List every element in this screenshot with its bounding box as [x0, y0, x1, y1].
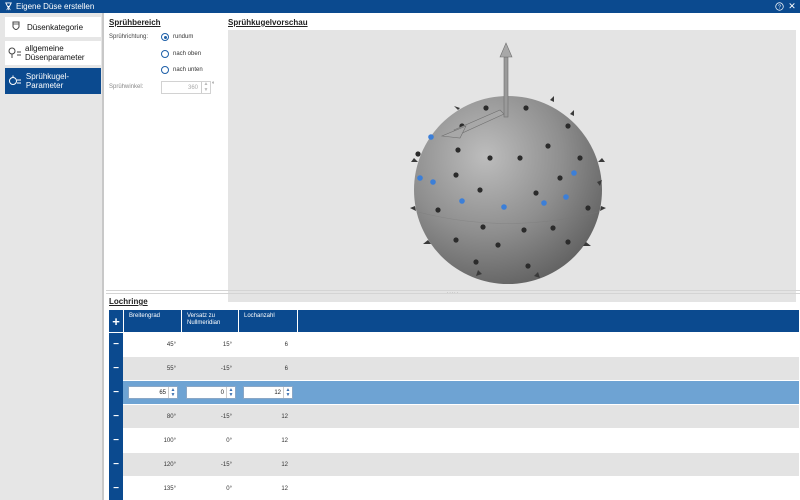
- sidebar-item-label: Düsenkategorie: [27, 22, 84, 32]
- hole-count-input[interactable]: 12 ▲ ▼: [243, 386, 293, 399]
- table-row[interactable]: − 135° 0° 12: [109, 476, 799, 500]
- radio-upwards[interactable]: nach oben: [161, 50, 201, 58]
- radio-all-around[interactable]: rundum: [161, 33, 193, 41]
- spray-angle-unit: °: [212, 82, 215, 88]
- column-header-empty: [297, 310, 799, 332]
- radio-indicator[interactable]: [161, 66, 169, 74]
- spray-direction-arrow: [440, 42, 513, 139]
- cell-offset: 0°: [226, 485, 232, 492]
- panel-splitter[interactable]: .....: [106, 289, 800, 295]
- spinner-arrows[interactable]: ▲ ▼: [168, 387, 177, 398]
- add-row-button[interactable]: +: [112, 313, 120, 329]
- cell-latitude: 55°: [166, 365, 176, 372]
- cell-latitude: 100°: [163, 437, 176, 444]
- nozzle-settings-icon: [8, 47, 22, 59]
- spray-ball-icon: [8, 75, 23, 87]
- sidebar-item-label: allgemeine Düsenparameter: [25, 44, 85, 62]
- radio-indicator[interactable]: [161, 50, 169, 58]
- delete-row-button[interactable]: −: [109, 452, 123, 477]
- cell-count: 12: [281, 461, 288, 468]
- cell-offset: 15°: [222, 341, 232, 348]
- radio-downwards[interactable]: nach unten: [161, 66, 203, 74]
- hole-rings-table: + Breitengrad Versatz zu Nullmeridian Lo…: [109, 310, 799, 500]
- cell-offset: -15°: [220, 413, 232, 420]
- delete-row-button[interactable]: −: [109, 380, 123, 405]
- hole-rings-title: Lochringe: [109, 297, 148, 306]
- preview-title: Sprühkugelvorschau: [228, 18, 308, 27]
- sidebar-item-general-parameters[interactable]: allgemeine Düsenparameter: [5, 41, 101, 65]
- delete-row-button[interactable]: −: [109, 404, 123, 429]
- sidebar: Düsenkategorie allgemeine Düsenparameter…: [0, 13, 104, 500]
- cell-latitude: 80°: [166, 413, 176, 420]
- column-header-hole-count: Lochanzahl: [238, 310, 297, 332]
- main-content: Sprühbereich Sprührichtung: rundum nach …: [106, 13, 800, 500]
- column-header-latitude: Breitengrad: [123, 310, 181, 332]
- cell-latitude: 120°: [163, 461, 176, 468]
- cell-offset: -15°: [220, 461, 232, 468]
- cell-count: 6: [284, 341, 288, 348]
- radio-label: rundum: [173, 34, 194, 40]
- table-row[interactable]: − 120° -15° 12: [109, 452, 799, 477]
- table-row[interactable]: − 80° -15° 12: [109, 404, 799, 429]
- delete-row-button[interactable]: −: [109, 476, 123, 500]
- spray-ball-3d-view: [410, 42, 606, 284]
- cell-offset: -15°: [220, 365, 232, 372]
- spinner-arrows[interactable]: ▲ ▼: [226, 387, 235, 398]
- delete-row-button[interactable]: −: [109, 332, 123, 357]
- cell-latitude: 135°: [163, 485, 176, 492]
- cell-offset: 0°: [226, 437, 232, 444]
- spray-nozzle-icon: [2, 1, 14, 13]
- spray-direction-label: Sprührichtung:: [109, 34, 149, 40]
- close-button[interactable]: ✕: [787, 1, 797, 11]
- table-row[interactable]: − 100° 0° 12: [109, 428, 799, 453]
- spinner-arrows[interactable]: ▲ ▼: [201, 82, 210, 93]
- splitter-grip: .....: [447, 289, 459, 295]
- spray-angle-input[interactable]: 360 ▲ ▼: [161, 81, 211, 94]
- cell-latitude: 45°: [166, 341, 176, 348]
- table-row[interactable]: − 55° -15° 6: [109, 356, 799, 381]
- latitude-input[interactable]: 65 ▲ ▼: [128, 386, 178, 399]
- sidebar-item-nozzle-category[interactable]: Düsenkategorie: [5, 17, 101, 37]
- radio-label: nach unten: [173, 67, 203, 73]
- table-row[interactable]: − 45° 15° 6: [109, 332, 799, 357]
- sphere: [414, 96, 602, 284]
- spray-angle-label: Sprühwinkel:: [109, 84, 144, 90]
- delete-row-button[interactable]: −: [109, 356, 123, 381]
- spray-ball-preview[interactable]: [228, 30, 796, 302]
- cell-count: 12: [281, 485, 288, 492]
- spray-area-title: Sprühbereich: [109, 18, 161, 27]
- radio-label: nach oben: [173, 51, 202, 57]
- table-header: + Breitengrad Versatz zu Nullmeridian Lo…: [109, 310, 799, 332]
- cell-count: 6: [284, 365, 288, 372]
- cell-count: 12: [281, 413, 288, 420]
- close-icon: ✕: [788, 0, 796, 11]
- edge-nozzles: [410, 96, 606, 278]
- cell-count: 12: [281, 437, 288, 444]
- hole-dots: [415, 105, 591, 269]
- window-title: Eigene Düse erstellen: [16, 2, 95, 11]
- table-row-editing[interactable]: − 65 ▲ ▼ 0 ▲ ▼ 12 ▲ ▼: [109, 380, 799, 405]
- highlighted-hole-dots: [417, 134, 577, 210]
- help-button[interactable]: ?: [774, 1, 784, 11]
- title-bar: Eigene Düse erstellen ? ✕: [0, 0, 800, 13]
- column-header-offset: Versatz zu Nullmeridian: [181, 310, 238, 332]
- nozzle-icon: [8, 21, 24, 33]
- svg-text:?: ?: [778, 4, 781, 10]
- sidebar-item-label: Sprühkugel-Parameter: [25, 72, 70, 90]
- sidebar-item-spray-ball-parameters[interactable]: Sprühkugel-Parameter: [5, 68, 101, 94]
- delete-row-button[interactable]: −: [109, 428, 123, 453]
- spinner-arrows[interactable]: ▲ ▼: [283, 387, 292, 398]
- offset-input[interactable]: 0 ▲ ▼: [186, 386, 236, 399]
- radio-indicator[interactable]: [161, 33, 169, 41]
